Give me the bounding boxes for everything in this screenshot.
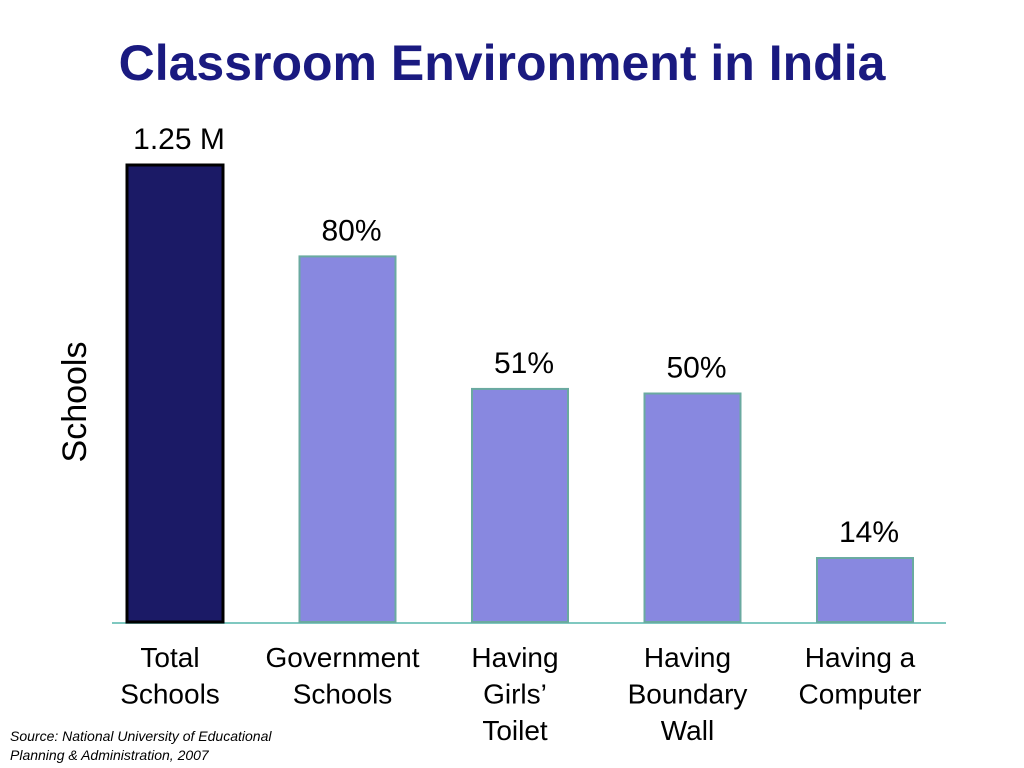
x-tick-label: Boundary [628, 679, 748, 710]
x-tick-label: Toilet [482, 715, 548, 746]
x-tick-label: Girls’ [483, 679, 547, 710]
y-axis-label: Schools [56, 342, 94, 463]
x-tick-label: Having [644, 642, 731, 673]
bar [125, 163, 225, 624]
value-label: 51% [494, 347, 554, 380]
source-note: Planning & Administration, 2007 [10, 747, 210, 763]
source-note: Source: National University of Education… [10, 728, 272, 744]
value-label: 50% [666, 352, 726, 385]
x-tick-label: Total [140, 642, 199, 673]
x-tick-label: Computer [799, 679, 922, 710]
bar [471, 387, 569, 623]
value-label: 14% [839, 516, 899, 549]
chart-title: Classroom Environment in India [119, 35, 887, 91]
x-tick-label: Having a [805, 642, 916, 673]
value-label: 80% [321, 214, 381, 247]
bar [643, 392, 742, 623]
x-tick-label: Schools [293, 679, 393, 710]
x-tick-label: Schools [120, 679, 220, 710]
x-tick-label: Wall [661, 715, 714, 746]
x-tick-label: Government [265, 642, 419, 673]
x-tick-label: Having [471, 642, 558, 673]
bar [298, 255, 397, 623]
bar [816, 557, 914, 624]
value-label: 1.25 M [133, 123, 225, 156]
